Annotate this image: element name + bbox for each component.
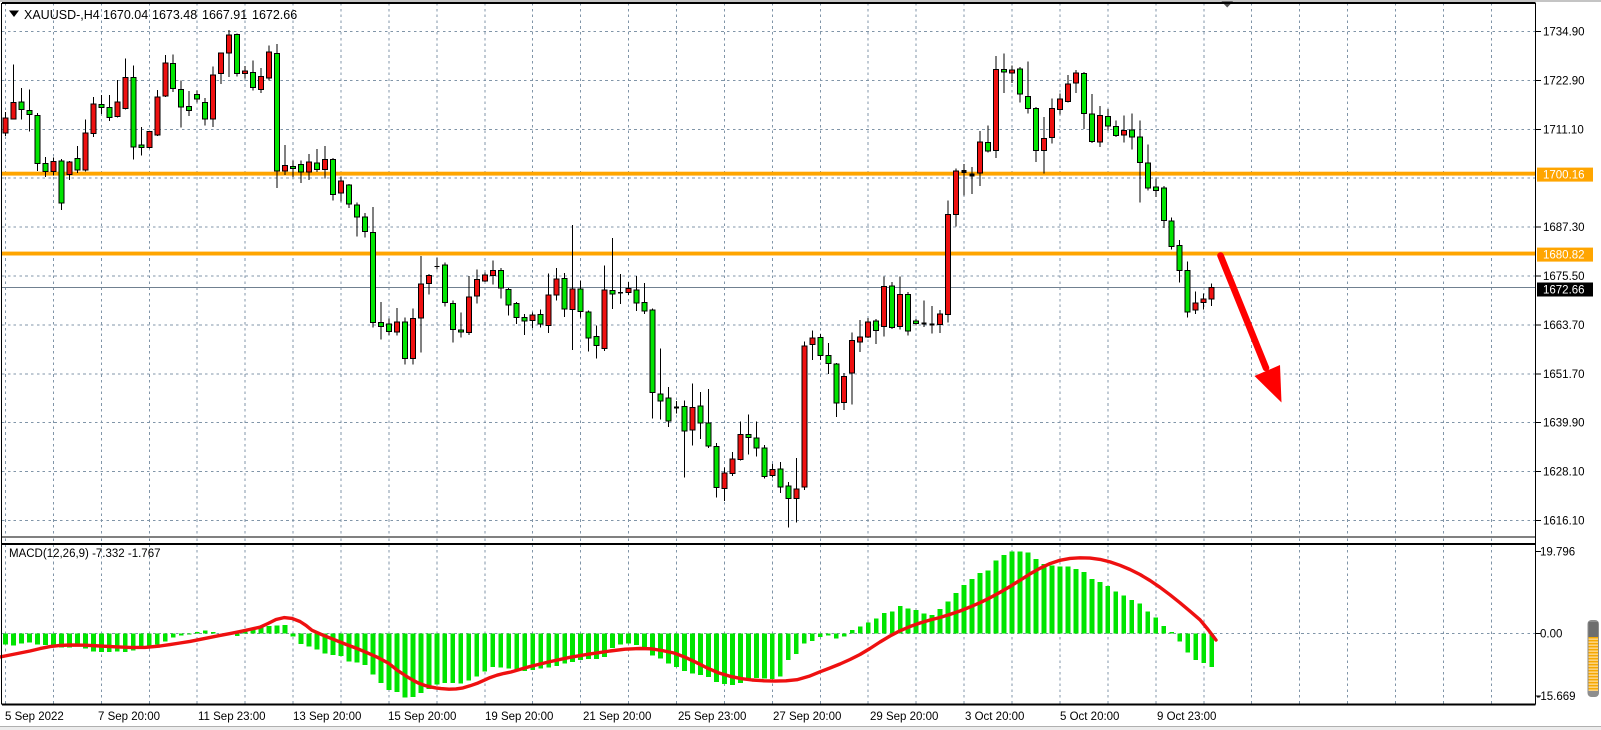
- svg-text:1711.10: 1711.10: [1543, 124, 1584, 136]
- svg-text:5 Oct 20:00: 5 Oct 20:00: [1060, 711, 1119, 723]
- svg-text:21 Sep 20:00: 21 Sep 20:00: [583, 711, 651, 723]
- svg-text:1667.91: 1667.91: [202, 8, 247, 22]
- svg-text:19.796: 19.796: [1540, 547, 1575, 559]
- svg-text:5 Sep 2022: 5 Sep 2022: [5, 711, 64, 723]
- svg-text:7 Sep 20:00: 7 Sep 20:00: [98, 711, 160, 723]
- svg-text:1651.70: 1651.70: [1543, 369, 1585, 381]
- svg-text:1672.66: 1672.66: [1543, 285, 1585, 297]
- svg-text:-15.669: -15.669: [1537, 691, 1576, 703]
- svg-text:1628.10: 1628.10: [1543, 467, 1585, 479]
- svg-text:1722.90: 1722.90: [1543, 75, 1585, 87]
- svg-text:1673.48: 1673.48: [152, 8, 197, 22]
- svg-text:27 Sep 20:00: 27 Sep 20:00: [773, 711, 841, 723]
- svg-text:1616.10: 1616.10: [1543, 516, 1585, 528]
- svg-text:MACD(12,26,9) -7.332 -1.767: MACD(12,26,9) -7.332 -1.767: [9, 548, 161, 560]
- svg-text:1734.90: 1734.90: [1543, 27, 1585, 39]
- svg-text:1700.16: 1700.16: [1543, 170, 1585, 182]
- svg-text:1670.04: 1670.04: [103, 8, 148, 22]
- svg-text:3 Oct 20:00: 3 Oct 20:00: [965, 711, 1024, 723]
- svg-text:1639.90: 1639.90: [1543, 418, 1585, 430]
- svg-text:29 Sep 20:00: 29 Sep 20:00: [870, 711, 938, 723]
- svg-text:13 Sep 20:00: 13 Sep 20:00: [293, 711, 361, 723]
- svg-text:1663.70: 1663.70: [1543, 320, 1585, 332]
- svg-text:9 Oct 23:00: 9 Oct 23:00: [1157, 711, 1216, 723]
- svg-text:15 Sep 20:00: 15 Sep 20:00: [388, 711, 456, 723]
- svg-text:XAUUSD-,H4: XAUUSD-,H4: [24, 8, 100, 22]
- svg-text:25 Sep 23:00: 25 Sep 23:00: [678, 711, 746, 723]
- svg-text:19 Sep 20:00: 19 Sep 20:00: [485, 711, 553, 723]
- svg-text:11 Sep 23:00: 11 Sep 23:00: [198, 711, 266, 723]
- svg-text:1687.30: 1687.30: [1543, 222, 1585, 234]
- svg-text:0.00: 0.00: [1540, 629, 1562, 641]
- svg-text:1675.50: 1675.50: [1543, 271, 1585, 283]
- svg-text:1672.66: 1672.66: [252, 8, 297, 22]
- svg-text:1680.82: 1680.82: [1543, 250, 1585, 262]
